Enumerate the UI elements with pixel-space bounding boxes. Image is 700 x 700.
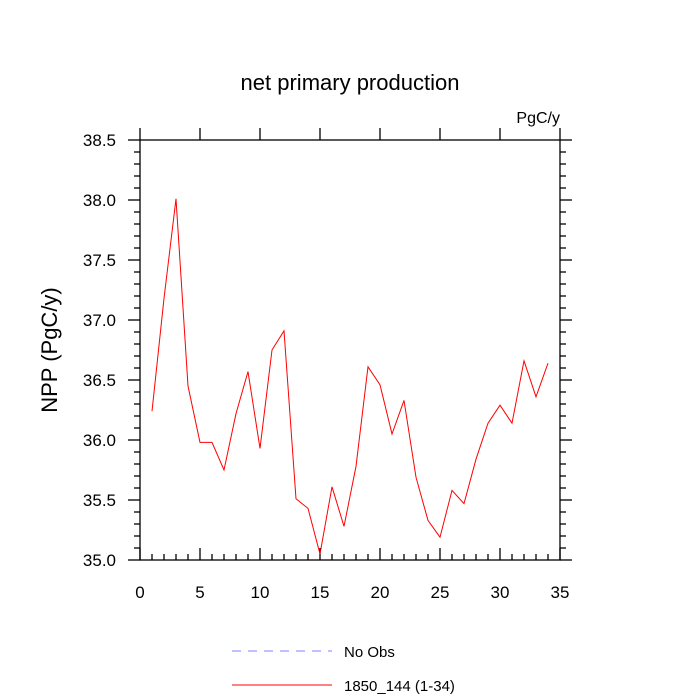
y-tick-label: 37.5: [83, 251, 116, 270]
legend-label: No Obs: [344, 644, 395, 661]
y-axis-label: NPP (PgC/y): [37, 287, 62, 413]
y-tick-label: 36.0: [83, 431, 116, 450]
y-tick-label: 35.0: [83, 551, 116, 570]
y-tick-label: 36.5: [83, 371, 116, 390]
chart-title: net primary production: [241, 70, 460, 95]
axis-ticks: 0 5 10 15 20 25 30 35 35.0 35.5 36.0 36.5 37.0 37.5 38…: [83, 128, 572, 602]
x-tick-label: 0: [135, 583, 144, 602]
units-label: PgC/y: [516, 110, 560, 127]
x-tick-label: 20: [371, 583, 390, 602]
legend: No Obs 1850_144 (1-34): [232, 644, 455, 695]
x-tick-label: 30: [491, 583, 510, 602]
x-tick-label: 15: [311, 583, 330, 602]
legend-label: 1850_144 (1-34): [344, 678, 455, 695]
y-tick-label: 38.0: [83, 191, 116, 210]
y-tick-label: 35.5: [83, 491, 116, 510]
x-tick-label: 35: [551, 583, 570, 602]
series-line: [151, 198, 549, 555]
plot-frame: [139, 139, 561, 561]
y-tick-label: 37.0: [83, 311, 116, 330]
x-tick-label: 10: [251, 583, 270, 602]
y-tick-label: 38.5: [83, 131, 116, 150]
series-layer: [151, 198, 549, 555]
plot-border: [139, 139, 561, 561]
x-tick-label: 25: [431, 583, 450, 602]
x-tick-label: 5: [195, 583, 204, 602]
